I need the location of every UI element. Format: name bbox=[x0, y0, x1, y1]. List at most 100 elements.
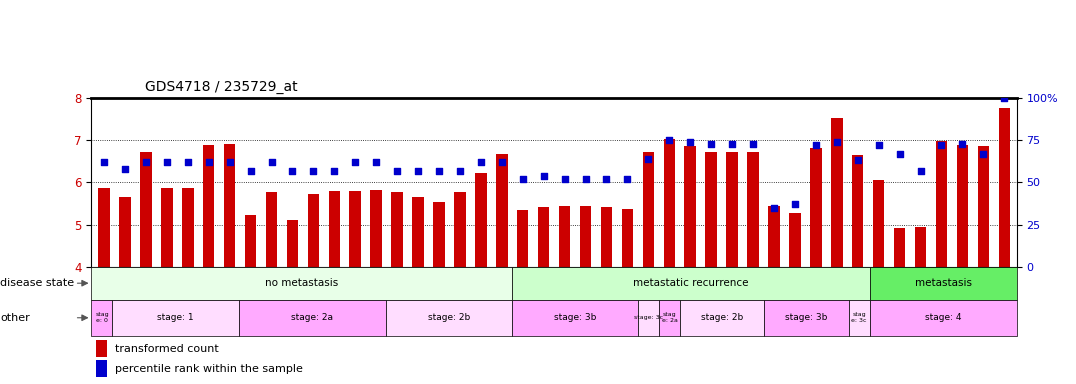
Point bbox=[619, 176, 636, 182]
Point bbox=[535, 172, 552, 179]
Text: stage: 4: stage: 4 bbox=[925, 313, 962, 322]
Bar bbox=[747, 152, 759, 267]
Bar bbox=[706, 152, 717, 267]
Point bbox=[703, 141, 720, 147]
Bar bbox=[386, 300, 512, 336]
Point bbox=[451, 167, 468, 174]
Bar bbox=[516, 210, 528, 267]
Bar bbox=[224, 144, 236, 267]
Bar bbox=[849, 300, 869, 336]
Bar bbox=[98, 188, 110, 267]
Bar bbox=[810, 148, 822, 267]
Bar bbox=[768, 206, 780, 267]
Bar bbox=[239, 300, 386, 336]
Point bbox=[388, 167, 406, 174]
Bar bbox=[434, 202, 444, 267]
Text: stag
e: 2a: stag e: 2a bbox=[662, 312, 678, 323]
Point bbox=[242, 167, 259, 174]
Point bbox=[723, 141, 740, 147]
Bar bbox=[580, 206, 592, 267]
Point bbox=[598, 176, 615, 182]
Bar bbox=[350, 191, 362, 267]
Bar bbox=[512, 267, 869, 300]
Bar bbox=[726, 152, 738, 267]
Point bbox=[891, 151, 908, 157]
Point bbox=[96, 159, 113, 165]
Point bbox=[493, 159, 510, 165]
Text: transformed count: transformed count bbox=[114, 344, 218, 354]
Point bbox=[180, 159, 197, 165]
Point bbox=[410, 167, 427, 174]
Bar bbox=[894, 228, 905, 267]
Point bbox=[911, 167, 929, 174]
Bar bbox=[664, 139, 675, 267]
Bar bbox=[392, 192, 402, 267]
Point bbox=[138, 159, 155, 165]
Bar bbox=[915, 227, 926, 267]
Bar bbox=[978, 147, 989, 267]
Bar bbox=[684, 147, 696, 267]
Point bbox=[870, 142, 888, 148]
Bar bbox=[600, 207, 612, 267]
Bar bbox=[182, 188, 194, 267]
Bar bbox=[512, 300, 638, 336]
Text: stage: 3b: stage: 3b bbox=[554, 313, 596, 322]
Bar bbox=[161, 188, 172, 267]
Point bbox=[577, 176, 594, 182]
Point bbox=[158, 159, 175, 165]
Bar bbox=[852, 155, 863, 267]
Text: stage: 2b: stage: 2b bbox=[428, 313, 470, 322]
Point bbox=[221, 159, 238, 165]
Point bbox=[514, 176, 532, 182]
Point bbox=[430, 167, 448, 174]
Bar bbox=[113, 300, 239, 336]
Bar bbox=[538, 207, 550, 267]
Point bbox=[765, 205, 782, 211]
Text: GDS4718 / 235729_at: GDS4718 / 235729_at bbox=[145, 80, 298, 94]
Point bbox=[829, 139, 846, 145]
Bar bbox=[119, 197, 130, 267]
Bar bbox=[999, 109, 1010, 267]
Point bbox=[661, 137, 678, 143]
Text: stage: 2b: stage: 2b bbox=[702, 313, 744, 322]
Point bbox=[200, 159, 217, 165]
Text: percentile rank within the sample: percentile rank within the sample bbox=[114, 364, 302, 374]
Bar bbox=[91, 267, 512, 300]
Bar bbox=[245, 215, 256, 267]
Bar bbox=[622, 209, 633, 267]
Bar bbox=[869, 300, 1017, 336]
Bar bbox=[638, 300, 660, 336]
Text: no metastasis: no metastasis bbox=[265, 278, 338, 288]
Bar bbox=[680, 300, 764, 336]
Bar bbox=[140, 152, 152, 267]
Bar bbox=[96, 360, 108, 377]
Bar bbox=[454, 192, 466, 267]
Point bbox=[933, 142, 950, 148]
Point bbox=[807, 142, 824, 148]
Bar bbox=[936, 141, 947, 267]
Point bbox=[787, 201, 804, 207]
Bar bbox=[203, 145, 214, 267]
Bar bbox=[96, 340, 108, 357]
Text: stage: 3c: stage: 3c bbox=[634, 315, 663, 320]
Bar bbox=[412, 197, 424, 267]
Point bbox=[953, 141, 971, 147]
Point bbox=[346, 159, 364, 165]
Text: stage: 2a: stage: 2a bbox=[292, 313, 334, 322]
Point bbox=[681, 139, 698, 145]
Text: metastatic recurrence: metastatic recurrence bbox=[633, 278, 749, 288]
Point bbox=[368, 159, 385, 165]
Text: stag
e: 0: stag e: 0 bbox=[95, 312, 109, 323]
Bar bbox=[370, 190, 382, 267]
Point bbox=[849, 157, 866, 164]
Text: other: other bbox=[0, 313, 30, 323]
Point bbox=[116, 166, 133, 172]
Point bbox=[305, 167, 322, 174]
Point bbox=[472, 159, 490, 165]
Bar bbox=[91, 300, 113, 336]
Point bbox=[284, 167, 301, 174]
Bar bbox=[328, 191, 340, 267]
Point bbox=[326, 167, 343, 174]
Text: disease state: disease state bbox=[0, 278, 74, 288]
Bar bbox=[764, 300, 849, 336]
